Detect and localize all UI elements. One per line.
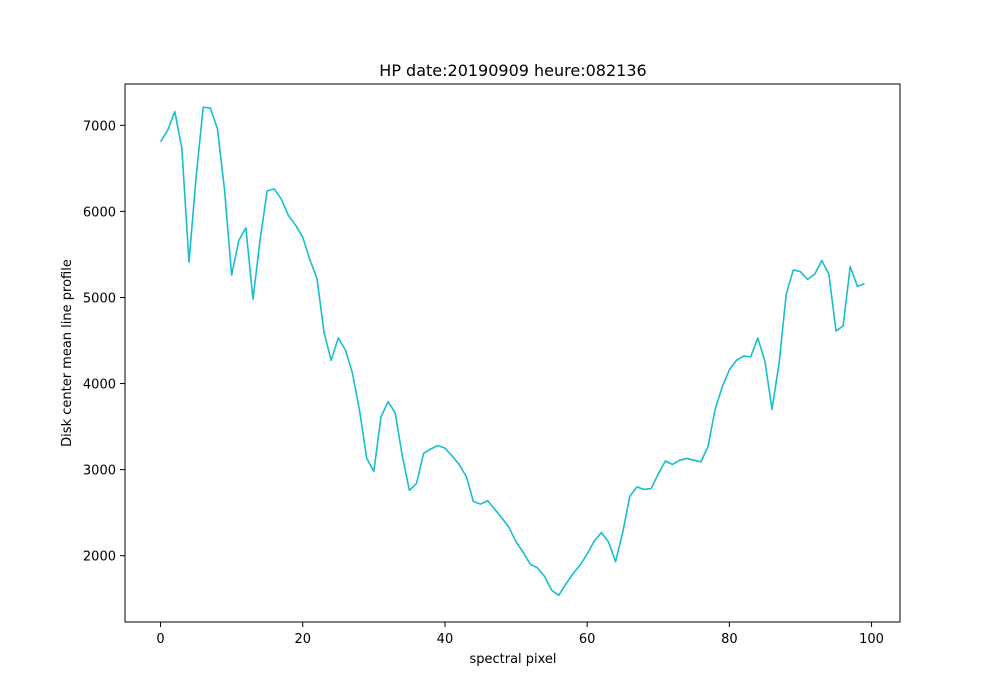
y-tick-label: 7000 <box>83 119 116 134</box>
x-tick-label: 60 <box>579 632 596 647</box>
y-tick-label: 3000 <box>83 464 116 479</box>
y-axis: 2000 3000 4000 5000 6000 7000 <box>83 119 125 565</box>
axes-frame <box>124 83 901 623</box>
y-axis-label: Disk center mean line profile <box>60 259 75 447</box>
x-tick-label: 0 <box>156 632 164 647</box>
x-axis-label: spectral pixel <box>469 652 556 667</box>
y-tick-label: 4000 <box>83 378 116 393</box>
x-tick-label: 80 <box>721 632 738 647</box>
x-tick-label: 20 <box>294 632 311 647</box>
x-axis: 0 20 40 60 80 100 <box>156 622 884 647</box>
y-tick-label: 2000 <box>83 550 116 565</box>
chart-title: HP date:20190909 heure:082136 <box>379 61 646 80</box>
plot-area <box>159 106 865 597</box>
y-tick-label: 5000 <box>83 291 116 306</box>
x-tick-label: 100 <box>859 632 884 647</box>
x-tick-label: 40 <box>437 632 454 647</box>
series-line <box>159 106 865 597</box>
y-tick-label: 6000 <box>83 205 116 220</box>
